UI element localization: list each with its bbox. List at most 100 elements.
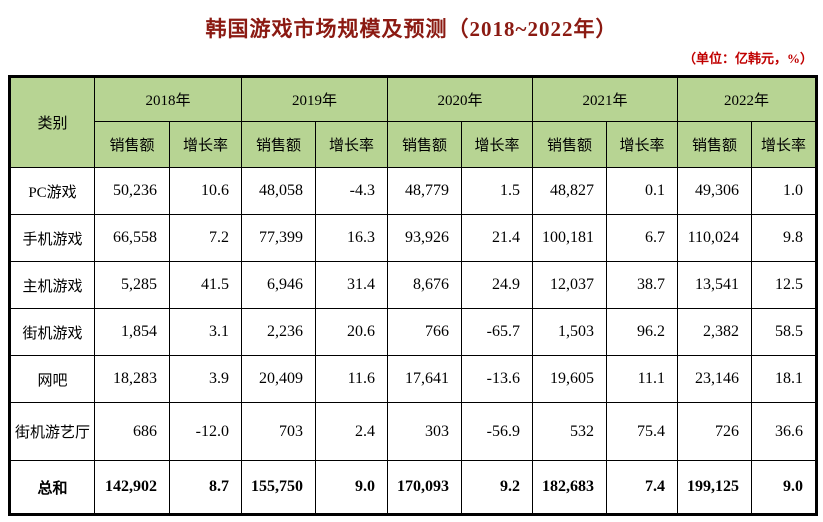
cell-sales: 77,399 [241, 214, 316, 262]
subheader-sales-2021: 销售额 [532, 121, 607, 168]
subheader-growth-2019: 增长率 [315, 121, 388, 168]
cell-sales: 1,854 [94, 308, 170, 356]
cell-growth: 24.9 [461, 261, 533, 309]
cell-growth: 8.7 [169, 460, 242, 515]
cell-growth: 20.6 [315, 308, 388, 356]
cell-growth: 0.1 [606, 167, 678, 215]
cell-sales: 23,146 [677, 355, 752, 403]
subheader-growth-2022: 增长率 [751, 121, 817, 168]
cell-sales: 5,285 [94, 261, 170, 309]
cell-growth: 36.6 [751, 402, 817, 461]
cell-growth: 3.1 [169, 308, 242, 356]
row-category: 手机游戏 [9, 214, 95, 262]
unit-note: （单位：亿韩元，%） [682, 51, 813, 66]
cell-sales: 170,093 [387, 460, 462, 515]
cell-growth: -13.6 [461, 355, 533, 403]
cell-sales: 2,236 [241, 308, 316, 356]
subheader-growth-2018: 增长率 [169, 121, 242, 168]
subheader-sales-2019: 销售额 [241, 121, 316, 168]
cell-growth: 21.4 [461, 214, 533, 262]
cell-growth: 1.0 [751, 167, 817, 215]
cell-sales: 93,926 [387, 214, 462, 262]
table-row-total: 总和 142,902 8.7 155,750 9.0 170,093 9.2 1… [9, 460, 817, 515]
cell-sales: 48,827 [532, 167, 607, 215]
row-category: 街机游艺厅 [9, 402, 95, 461]
cell-sales: 303 [387, 402, 462, 461]
cell-growth: 9.8 [751, 214, 817, 262]
cell-sales: 19,605 [532, 355, 607, 403]
cell-growth: 75.4 [606, 402, 678, 461]
cell-sales: 155,750 [241, 460, 316, 515]
cell-growth: 1.5 [461, 167, 533, 215]
cell-growth: 38.7 [606, 261, 678, 309]
subheader-sales-2022: 销售额 [677, 121, 752, 168]
table-row-pc: PC游戏 50,236 10.6 48,058 -4.3 48,779 1.5 … [9, 167, 817, 215]
cell-sales: 13,541 [677, 261, 752, 309]
cell-growth: 2.4 [315, 402, 388, 461]
category-header: 类别 [9, 76, 95, 168]
page-title: 韩国游戏市场规模及预测（2018~2022年） [205, 17, 618, 41]
cell-sales: 66,558 [94, 214, 170, 262]
cell-sales: 182,683 [532, 460, 607, 515]
table-row-arcade-hall: 街机游艺厅 686 -12.0 703 2.4 303 -56.9 532 75… [9, 402, 817, 461]
row-category: 街机游戏 [9, 308, 95, 356]
cell-sales: 6,946 [241, 261, 316, 309]
cell-growth: 16.3 [315, 214, 388, 262]
cell-sales: 766 [387, 308, 462, 356]
cell-sales: 726 [677, 402, 752, 461]
cell-sales: 48,779 [387, 167, 462, 215]
subheader-sales-2020: 销售额 [387, 121, 462, 168]
cell-growth: -56.9 [461, 402, 533, 461]
cell-growth: -12.0 [169, 402, 242, 461]
cell-growth: -65.7 [461, 308, 533, 356]
subheader-growth-2020: 增长率 [461, 121, 533, 168]
cell-growth: 10.6 [169, 167, 242, 215]
cell-growth: 7.2 [169, 214, 242, 262]
cell-growth: 18.1 [751, 355, 817, 403]
cell-growth: 9.0 [751, 460, 817, 515]
cell-sales: 686 [94, 402, 170, 461]
table-row-netcafe: 网吧 18,283 3.9 20,409 11.6 17,641 -13.6 1… [9, 355, 817, 403]
row-category: 总和 [9, 460, 95, 515]
cell-growth: 11.1 [606, 355, 678, 403]
cell-sales: 49,306 [677, 167, 752, 215]
cell-sales: 110,024 [677, 214, 752, 262]
row-category: 网吧 [9, 355, 95, 403]
year-header-2018: 2018年 [94, 76, 242, 122]
cell-sales: 17,641 [387, 355, 462, 403]
cell-growth: 58.5 [751, 308, 817, 356]
subheader-row: 销售额 增长率 销售额 增长率 销售额 增长率 销售额 增长率 销售额 增长率 [10, 121, 817, 168]
cell-sales: 199,125 [677, 460, 752, 515]
cell-growth: 11.6 [315, 355, 388, 403]
market-table: 类别 2018年 2019年 2020年 2021年 2022年 销售额 增长率… [8, 75, 818, 516]
cell-sales: 532 [532, 402, 607, 461]
cell-sales: 142,902 [94, 460, 170, 515]
cell-sales: 100,181 [532, 214, 607, 262]
cell-sales: 8,676 [387, 261, 462, 309]
row-category: 主机游戏 [9, 261, 95, 309]
cell-growth: 3.9 [169, 355, 242, 403]
cell-growth: 7.4 [606, 460, 678, 515]
year-header-row: 类别 2018年 2019年 2020年 2021年 2022年 [9, 76, 817, 168]
cell-growth: 96.2 [606, 308, 678, 356]
year-header-2019: 2019年 [241, 76, 388, 122]
cell-growth: 9.0 [315, 460, 388, 515]
cell-growth: 9.2 [461, 460, 533, 515]
cell-growth: 41.5 [169, 261, 242, 309]
cell-sales: 50,236 [94, 167, 170, 215]
year-header-2021: 2021年 [532, 76, 678, 122]
subheader-growth-2021: 增长率 [606, 121, 678, 168]
cell-sales: 48,058 [241, 167, 316, 215]
subheader-sales-2018: 销售额 [94, 121, 170, 168]
year-header-2022: 2022年 [677, 76, 817, 122]
cell-sales: 1,503 [532, 308, 607, 356]
cell-sales: 20,409 [241, 355, 316, 403]
cell-sales: 12,037 [532, 261, 607, 309]
cell-growth: 12.5 [751, 261, 817, 309]
cell-growth: 6.7 [606, 214, 678, 262]
cell-growth: -4.3 [315, 167, 388, 215]
cell-sales: 18,283 [94, 355, 170, 403]
table-row-arcade: 街机游戏 1,854 3.1 2,236 20.6 766 -65.7 1,50… [9, 308, 817, 356]
cell-sales: 2,382 [677, 308, 752, 356]
